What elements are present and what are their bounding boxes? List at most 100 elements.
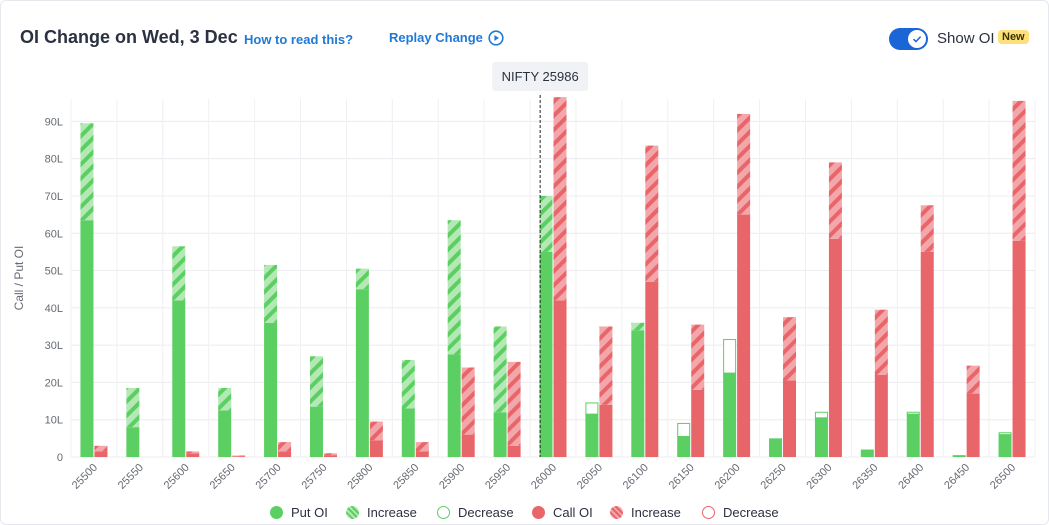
new-badge: New xyxy=(998,30,1029,44)
put-oi-bar xyxy=(585,414,599,457)
x-tick-label: 25750 xyxy=(299,462,329,492)
put-oi-bar xyxy=(401,408,415,457)
legend-swatch xyxy=(702,506,715,519)
put-oi-bar xyxy=(769,438,783,457)
legend-label: Decrease xyxy=(723,505,779,520)
call-oi-bar xyxy=(232,456,246,457)
call-oi-bar xyxy=(94,451,108,457)
y-tick-label: 90L xyxy=(45,116,63,128)
y-tick-label: 40L xyxy=(45,303,63,315)
call-increase-bar xyxy=(553,97,567,301)
call-oi-bar xyxy=(874,374,888,457)
put-increase-bar xyxy=(447,220,461,355)
y-tick-label: 50L xyxy=(45,266,63,278)
legend-swatch xyxy=(532,506,545,519)
x-tick-label: 26250 xyxy=(759,462,789,492)
call-increase-bar xyxy=(920,205,934,252)
call-increase-bar xyxy=(507,361,521,446)
call-oi-bar xyxy=(415,451,429,457)
play-circle-icon[interactable] xyxy=(488,30,504,46)
call-oi-bar xyxy=(1012,240,1026,457)
call-increase-bar xyxy=(691,324,705,390)
toggle-knob xyxy=(908,30,926,48)
put-increase-bar xyxy=(539,195,553,252)
put-oi-bar xyxy=(723,373,737,457)
x-tick-label: 25500 xyxy=(70,462,100,492)
legend-label: Put OI xyxy=(291,505,328,520)
x-tick-label: 25650 xyxy=(208,462,238,492)
put-increase-bar xyxy=(126,388,140,428)
call-oi-bar xyxy=(553,300,567,457)
x-tick-label: 25800 xyxy=(345,462,375,492)
legend-label: Call OI xyxy=(553,505,593,520)
legend-swatch xyxy=(270,506,283,519)
legend-label: Increase xyxy=(367,505,417,520)
legend-swatch xyxy=(437,506,450,519)
y-tick-label: 60L xyxy=(45,228,63,240)
put-oi-bar xyxy=(264,322,278,457)
put-increase-bar xyxy=(172,246,186,301)
call-increase-bar xyxy=(186,451,200,454)
x-tick-label: 26050 xyxy=(575,462,605,492)
x-tick-label: 25550 xyxy=(116,462,146,492)
put-oi-bar xyxy=(126,427,140,457)
put-oi-bar xyxy=(80,220,94,457)
call-increase-bar xyxy=(599,326,613,405)
put-oi-bar xyxy=(172,300,186,457)
call-oi-bar xyxy=(828,238,842,457)
put-oi-bar xyxy=(952,455,966,457)
put-decrease-bar xyxy=(906,411,920,415)
x-tick-label: 25600 xyxy=(162,462,192,492)
put-increase-bar xyxy=(355,268,369,290)
put-oi-bar xyxy=(814,417,828,457)
call-increase-bar xyxy=(461,367,475,435)
legend-swatch xyxy=(346,506,359,519)
call-increase-bar xyxy=(966,365,980,394)
x-tick-label: 26150 xyxy=(667,462,697,492)
call-oi-bar xyxy=(461,434,475,457)
replay-change-link[interactable]: Replay Change xyxy=(389,30,483,45)
x-tick-label: 26350 xyxy=(850,462,880,492)
put-oi-bar xyxy=(218,410,232,457)
x-tick-label: 25950 xyxy=(483,462,513,492)
check-icon xyxy=(912,36,922,43)
call-increase-bar xyxy=(369,421,383,441)
x-tick-label: 26400 xyxy=(896,462,926,492)
call-oi-bar xyxy=(507,445,521,457)
call-increase-bar xyxy=(874,309,888,375)
put-increase-bar xyxy=(264,264,278,323)
show-oi-toggle[interactable] xyxy=(889,28,928,50)
put-oi-bar xyxy=(539,251,553,457)
call-oi-bar xyxy=(186,453,200,457)
call-oi-bar xyxy=(783,380,797,457)
put-oi-bar xyxy=(677,436,691,457)
put-decrease-bar xyxy=(814,411,828,419)
put-increase-bar xyxy=(80,123,94,221)
call-increase-bar xyxy=(828,162,842,239)
put-oi-bar xyxy=(998,434,1012,457)
y-tick-label: 20L xyxy=(45,377,63,389)
y-tick-label: 80L xyxy=(45,154,63,166)
how-to-read-link[interactable]: How to read this? xyxy=(244,32,354,47)
y-tick-label: 10L xyxy=(45,415,63,427)
call-increase-bar xyxy=(737,113,751,215)
x-tick-label: 25900 xyxy=(437,462,467,492)
put-decrease-bar xyxy=(998,432,1012,436)
spot-label-box xyxy=(492,62,589,91)
put-decrease-bar xyxy=(723,339,737,374)
y-axis-label: Call / Put OI xyxy=(12,246,26,311)
page-title: OI Change on Wed, 3 Dec xyxy=(20,27,238,47)
put-oi-bar xyxy=(355,289,369,457)
chart-legend: Put OI Increase Decrease Call OI Increase Dec… xyxy=(1,501,1048,523)
x-tick-label: 26000 xyxy=(529,462,559,492)
put-increase-bar xyxy=(309,356,323,407)
call-increase-bar xyxy=(94,445,108,452)
put-oi-bar xyxy=(309,406,323,457)
put-oi-bar xyxy=(906,414,920,457)
y-tick-label: 70L xyxy=(45,191,63,203)
call-increase-bar xyxy=(415,442,429,452)
legend-swatch xyxy=(610,506,623,519)
x-tick-label: 26300 xyxy=(804,462,834,492)
call-increase-bar xyxy=(323,453,337,456)
